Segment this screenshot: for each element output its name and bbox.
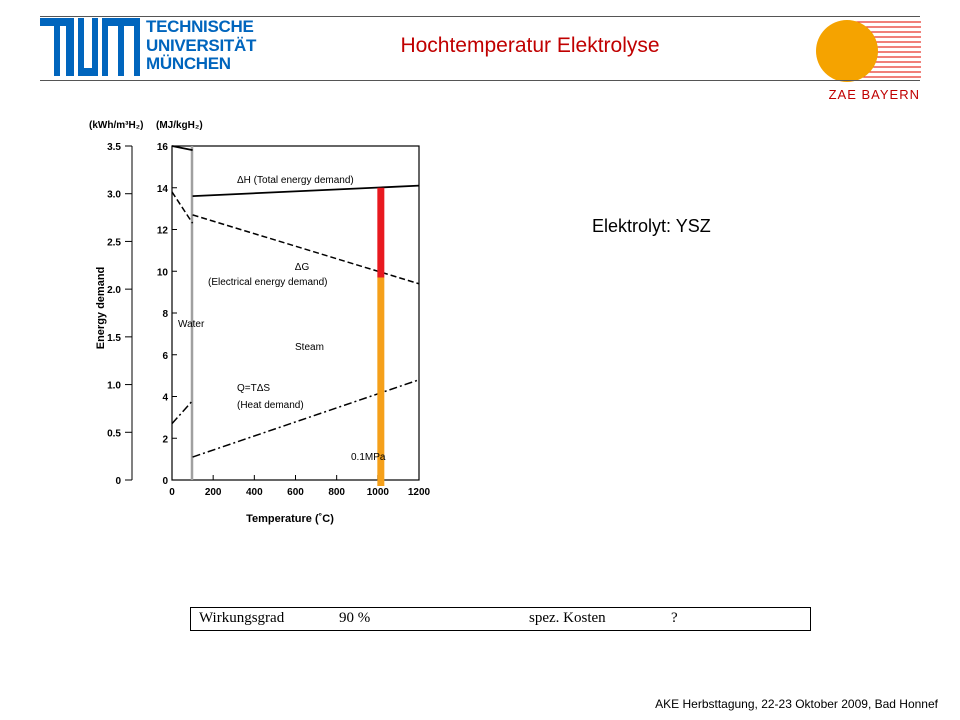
y-tick-left-label: 1.0 xyxy=(107,381,121,392)
x-tick-label: 200 xyxy=(205,487,222,498)
y-tick-left-label: 0.5 xyxy=(107,428,121,439)
zae-sun-logo xyxy=(816,20,921,82)
y-tick-right-label: 4 xyxy=(162,393,168,404)
x-tick-label: 1200 xyxy=(408,487,431,498)
water-annotation: Water xyxy=(178,319,205,330)
steam-annotation: Steam xyxy=(295,342,324,353)
y-tick-right-label: 0 xyxy=(162,476,168,487)
energy-demand-chart: (kWh/m³H₂) (MJ/kgH₂) Energy demand 0 0.5 1… xyxy=(89,120,431,525)
y-tick-left-label: 0 xyxy=(115,476,121,487)
series-line-1 xyxy=(192,214,420,285)
heat-annotation: Q=TΔS xyxy=(237,383,270,394)
y-tick-right-label: 12 xyxy=(157,226,169,237)
efficiency-value: 90 % xyxy=(339,610,371,626)
tum-wordmark-line: MÜNCHEN xyxy=(146,54,231,73)
electrical-demand-bar xyxy=(377,187,385,278)
x-tick-label: 800 xyxy=(328,487,345,498)
y-tick-right-label: 8 xyxy=(162,309,168,320)
tum-wordmark-line: TECHNISCHE xyxy=(146,17,254,36)
y-tick-right-label: 10 xyxy=(157,267,169,278)
header-bottom-rule xyxy=(40,80,920,81)
tum-wordmark-line: UNIVERSITÄT xyxy=(146,35,257,55)
x-tick-label: 400 xyxy=(246,487,263,498)
series-line-0 xyxy=(192,184,420,197)
series-water-segment-0 xyxy=(171,145,193,152)
y-tick-right-label: 6 xyxy=(162,351,168,362)
heat-demand-bar xyxy=(377,277,385,486)
y-tick-left-label: 2.5 xyxy=(107,237,121,248)
series-water-segment-2 xyxy=(171,400,194,425)
dg-annotation: ΔG xyxy=(295,262,310,273)
footer: AKE Herbsttagung, 22-23 Oktober 2009, Ba… xyxy=(655,697,938,711)
x-tick-label: 1000 xyxy=(367,487,390,498)
cost-label: spez. Kosten xyxy=(529,610,606,626)
y-tick-right-label: 14 xyxy=(157,184,169,195)
zae-label: ZAE BAYERN xyxy=(828,87,920,102)
y-tick-right-label: 16 xyxy=(157,142,169,153)
y-axis-label: Energy demand xyxy=(95,267,107,350)
dg-annotation-sub: (Electrical energy demand) xyxy=(208,277,328,288)
x-axis-label: Temperature (˚C) xyxy=(246,513,334,525)
info-table: Wirkungsgrad 90 % spez. Kosten ? xyxy=(190,607,811,631)
x-tick-label: 0 xyxy=(169,487,175,498)
y-tick-left-label: 1.5 xyxy=(107,333,121,344)
y-tick-right-label: 2 xyxy=(162,434,168,445)
heat-annotation-sub: (Heat demand) xyxy=(237,400,304,411)
electrolyte-label: Elektrolyt: YSZ xyxy=(592,216,711,236)
series-line-2 xyxy=(192,379,420,458)
page-title: Hochtemperatur Elektrolyse xyxy=(400,34,660,57)
y-tick-left-label: 2.0 xyxy=(107,285,121,296)
efficiency-label: Wirkungsgrad xyxy=(199,610,285,626)
y-tick-left-label: 3.5 xyxy=(107,142,121,153)
tum-wordmark: TECHNISCHE UNIVERSITÄT MÜNCHEN xyxy=(146,17,257,74)
y-unit-left: (kWh/m³H₂) xyxy=(89,120,143,131)
y-tick-left-label: 3.0 xyxy=(107,190,121,201)
header-top-rule xyxy=(40,16,920,17)
tum-logo xyxy=(40,18,140,76)
series-water-segment-1 xyxy=(171,191,194,224)
x-tick-label: 600 xyxy=(287,487,304,498)
cost-value: ? xyxy=(671,610,678,626)
pressure-annotation: 0.1MPa xyxy=(351,452,386,463)
y-unit-right: (MJ/kgH₂) xyxy=(156,120,203,131)
dh-annotation: ΔH (Total energy demand) xyxy=(237,175,354,186)
